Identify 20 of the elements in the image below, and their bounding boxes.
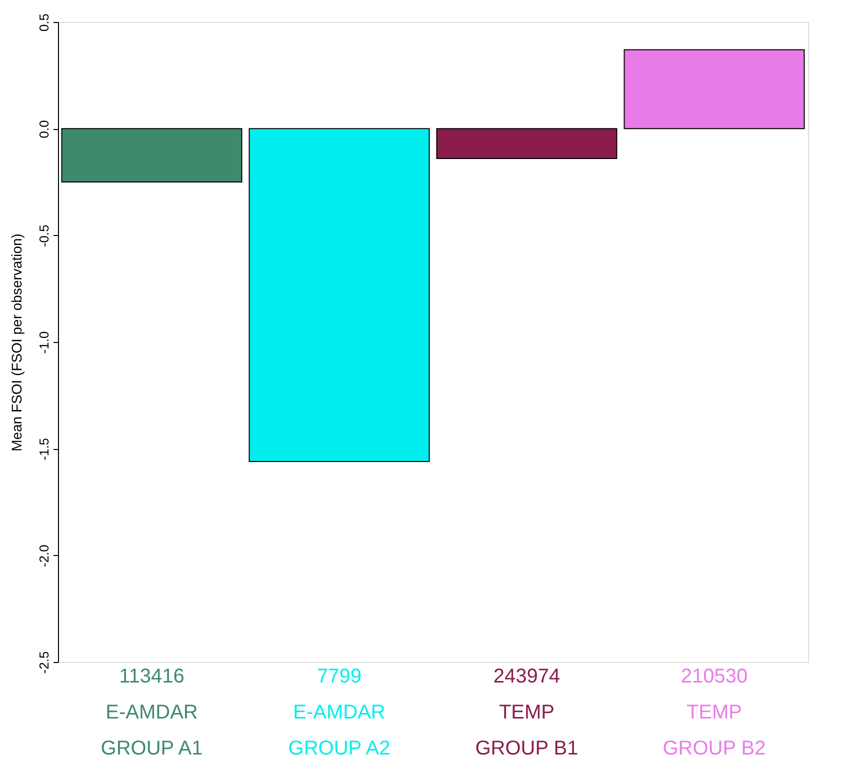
text: 113416 [119, 666, 184, 688]
text: 243974 [493, 666, 560, 688]
text: E-AMDAR [106, 702, 198, 724]
y-axis-title: Mean FSOI (FSOI per observation) [8, 234, 24, 452]
x-tick-label: GROUP A1 [100, 738, 203, 760]
x-tick-label: GROUP B2 [662, 738, 766, 760]
y-tick-label: 0.5 [36, 13, 52, 32]
y-tick-label: 0.0 [36, 120, 52, 138]
text: TEMP [686, 702, 742, 724]
text: E-AMDAR [293, 702, 386, 724]
y-tick-label: -1.0 [36, 331, 52, 354]
y-tick-label: -2.5 [36, 651, 52, 674]
text: 7799 [317, 666, 362, 688]
x-tick-label: GROUP A2 [288, 738, 390, 760]
text: TEMP [498, 702, 555, 724]
y-tick-label: -0.5 [36, 224, 52, 248]
y-tick-label: -2.0 [36, 544, 52, 568]
x-tick-label: GROUP B1 [475, 738, 578, 760]
y-tick-label: -1.5 [36, 438, 52, 460]
text: 210530 [680, 666, 748, 688]
